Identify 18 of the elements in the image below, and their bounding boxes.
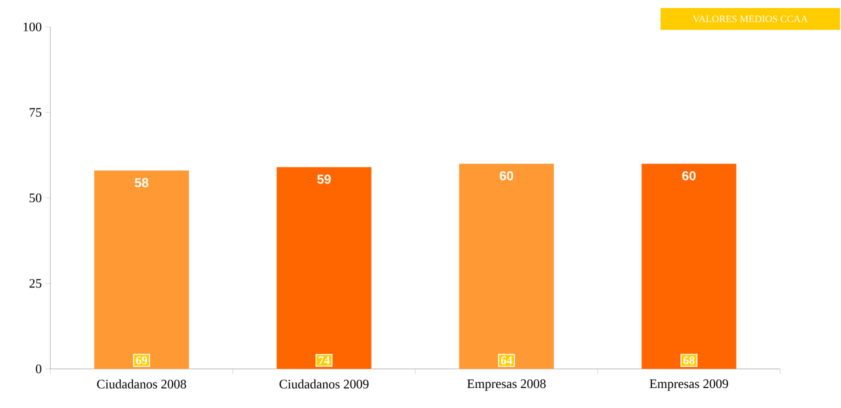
annotation: 74 bbox=[318, 356, 330, 364]
annotation: 64 bbox=[500, 356, 512, 364]
text: VALORES MEDIOS CCAA bbox=[692, 16, 808, 22]
data-label: 60 bbox=[682, 171, 696, 180]
x-tick-label: Empresas 2009 bbox=[650, 380, 728, 391]
y-tick-label: 50 bbox=[30, 194, 42, 202]
x-tick-label: Ciudadanos 2009 bbox=[280, 379, 369, 389]
y-tick-label: 75 bbox=[30, 108, 42, 117]
data-label: 60 bbox=[500, 171, 514, 180]
y-tick-label: 100 bbox=[24, 22, 42, 32]
data-label: 59 bbox=[317, 174, 331, 184]
annotation: 68 bbox=[683, 356, 695, 364]
annotation: 69 bbox=[136, 356, 148, 364]
data-label: 58 bbox=[134, 178, 148, 188]
x-tick-label: Ciudadanos 2008 bbox=[97, 379, 186, 389]
x-tick-label: Empresas 2008 bbox=[467, 380, 546, 391]
y-tick-label: 0 bbox=[36, 364, 42, 374]
y-tick-label: 25 bbox=[29, 279, 42, 288]
